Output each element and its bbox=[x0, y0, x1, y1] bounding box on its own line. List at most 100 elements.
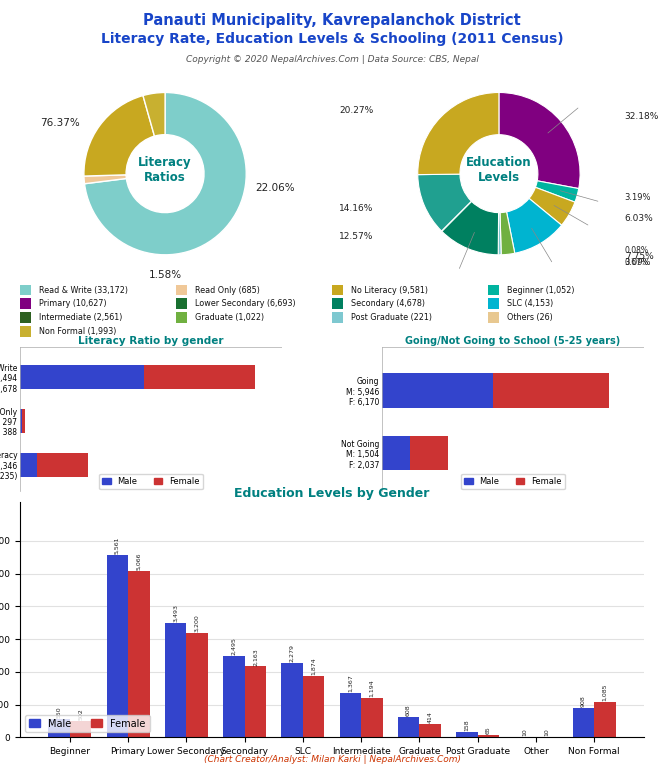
Text: 1,367: 1,367 bbox=[348, 674, 353, 691]
Bar bbox=[22, 409, 25, 433]
Text: 10: 10 bbox=[544, 728, 549, 736]
Bar bbox=[187, 633, 208, 737]
Bar bbox=[488, 299, 499, 310]
Bar bbox=[223, 656, 244, 737]
Bar bbox=[382, 373, 493, 408]
Bar bbox=[20, 313, 31, 323]
Bar bbox=[20, 284, 31, 296]
Wedge shape bbox=[500, 212, 515, 255]
Bar bbox=[48, 720, 70, 737]
Wedge shape bbox=[442, 201, 471, 231]
Bar bbox=[303, 676, 325, 737]
Legend: Male, Female: Male, Female bbox=[25, 715, 149, 733]
Bar bbox=[420, 723, 441, 737]
Text: Non Formal (1,993): Non Formal (1,993) bbox=[39, 327, 116, 336]
Text: Education
Levels: Education Levels bbox=[466, 156, 532, 184]
Text: SLC (4,153): SLC (4,153) bbox=[507, 300, 553, 309]
Bar bbox=[165, 623, 187, 737]
Text: Read Only (685): Read Only (685) bbox=[195, 286, 260, 294]
Text: Copyright © 2020 NepalArchives.Com | Data Source: CBS, Nepal: Copyright © 2020 NepalArchives.Com | Dat… bbox=[185, 55, 479, 65]
Title: Literacy Ratio by gender: Literacy Ratio by gender bbox=[78, 336, 224, 346]
Bar bbox=[410, 436, 448, 470]
Title: Going/Not Going to School (5-25 years): Going/Not Going to School (5-25 years) bbox=[405, 336, 621, 346]
Text: Others (26): Others (26) bbox=[507, 313, 552, 323]
Text: 502: 502 bbox=[78, 708, 83, 720]
Text: 158: 158 bbox=[464, 720, 469, 731]
Text: Lower Secondary (6,693): Lower Secondary (6,693) bbox=[195, 300, 295, 309]
Text: 22.06%: 22.06% bbox=[255, 184, 294, 194]
Text: 32.18%: 32.18% bbox=[625, 112, 659, 121]
Text: 12.57%: 12.57% bbox=[339, 233, 373, 241]
Bar bbox=[244, 667, 266, 737]
Text: 1.58%: 1.58% bbox=[149, 270, 182, 280]
Text: 1,874: 1,874 bbox=[311, 657, 316, 675]
Wedge shape bbox=[418, 174, 471, 231]
Text: Read & Write (33,172): Read & Write (33,172) bbox=[39, 286, 127, 294]
Wedge shape bbox=[535, 180, 579, 202]
Text: Intermediate (2,561): Intermediate (2,561) bbox=[39, 313, 122, 323]
Text: 3,493: 3,493 bbox=[173, 604, 178, 622]
Bar bbox=[332, 284, 343, 296]
Bar bbox=[106, 555, 128, 737]
Text: Post Graduate (221): Post Graduate (221) bbox=[351, 313, 432, 323]
Text: 3,200: 3,200 bbox=[195, 614, 200, 631]
Text: 1,194: 1,194 bbox=[369, 680, 374, 697]
Bar bbox=[332, 299, 343, 310]
Text: 3.09%: 3.09% bbox=[625, 259, 651, 267]
Bar bbox=[37, 452, 88, 476]
Text: 20.27%: 20.27% bbox=[339, 107, 373, 115]
Text: Literacy
Ratios: Literacy Ratios bbox=[138, 156, 192, 184]
Bar bbox=[144, 366, 255, 389]
Bar bbox=[20, 326, 31, 337]
Text: (Chart Creator/Analyst: Milan Karki | NepalArchives.Com): (Chart Creator/Analyst: Milan Karki | Ne… bbox=[203, 755, 461, 764]
Text: 1,085: 1,085 bbox=[602, 684, 608, 700]
Bar bbox=[382, 436, 410, 470]
Bar bbox=[70, 721, 92, 737]
Bar bbox=[493, 373, 609, 408]
Title: Education Levels by Gender: Education Levels by Gender bbox=[234, 488, 430, 501]
Bar bbox=[282, 663, 303, 737]
Bar bbox=[477, 735, 499, 737]
Text: 14.16%: 14.16% bbox=[339, 204, 373, 213]
Text: 550: 550 bbox=[56, 707, 62, 718]
Bar bbox=[594, 702, 616, 737]
Wedge shape bbox=[442, 201, 499, 255]
Text: 3.19%: 3.19% bbox=[625, 193, 651, 202]
Text: 5,066: 5,066 bbox=[136, 553, 141, 571]
Bar bbox=[20, 409, 22, 433]
Bar bbox=[20, 452, 37, 476]
Bar bbox=[572, 707, 594, 737]
Text: No Literacy (9,581): No Literacy (9,581) bbox=[351, 286, 428, 294]
Text: 10: 10 bbox=[523, 728, 528, 736]
Bar bbox=[20, 299, 31, 310]
Text: Beginner (1,052): Beginner (1,052) bbox=[507, 286, 574, 294]
Text: 0.08%: 0.08% bbox=[625, 246, 649, 255]
Text: 2,279: 2,279 bbox=[290, 644, 295, 662]
Text: 608: 608 bbox=[406, 705, 411, 717]
Wedge shape bbox=[498, 213, 501, 255]
Bar bbox=[488, 284, 499, 296]
Text: 908: 908 bbox=[581, 695, 586, 707]
Wedge shape bbox=[84, 92, 246, 255]
Wedge shape bbox=[507, 198, 562, 253]
Text: 7.75%: 7.75% bbox=[625, 252, 653, 260]
Text: Secondary (4,678): Secondary (4,678) bbox=[351, 300, 425, 309]
Text: 0.67%: 0.67% bbox=[625, 258, 649, 266]
Bar bbox=[332, 313, 343, 323]
Text: 76.37%: 76.37% bbox=[40, 118, 80, 128]
Wedge shape bbox=[143, 92, 165, 136]
Text: Literacy Rate, Education Levels & Schooling (2011 Census): Literacy Rate, Education Levels & School… bbox=[101, 32, 563, 46]
Bar bbox=[128, 571, 149, 737]
Wedge shape bbox=[84, 95, 155, 176]
Text: 414: 414 bbox=[428, 711, 433, 723]
Text: Primary (10,627): Primary (10,627) bbox=[39, 300, 106, 309]
Bar bbox=[488, 313, 499, 323]
Wedge shape bbox=[499, 92, 580, 189]
Bar bbox=[339, 693, 361, 737]
Legend: Male, Female: Male, Female bbox=[99, 474, 203, 489]
Wedge shape bbox=[84, 175, 126, 184]
Text: 2,495: 2,495 bbox=[231, 637, 236, 654]
Bar bbox=[176, 299, 187, 310]
Bar bbox=[361, 698, 382, 737]
Text: 2,163: 2,163 bbox=[253, 647, 258, 666]
